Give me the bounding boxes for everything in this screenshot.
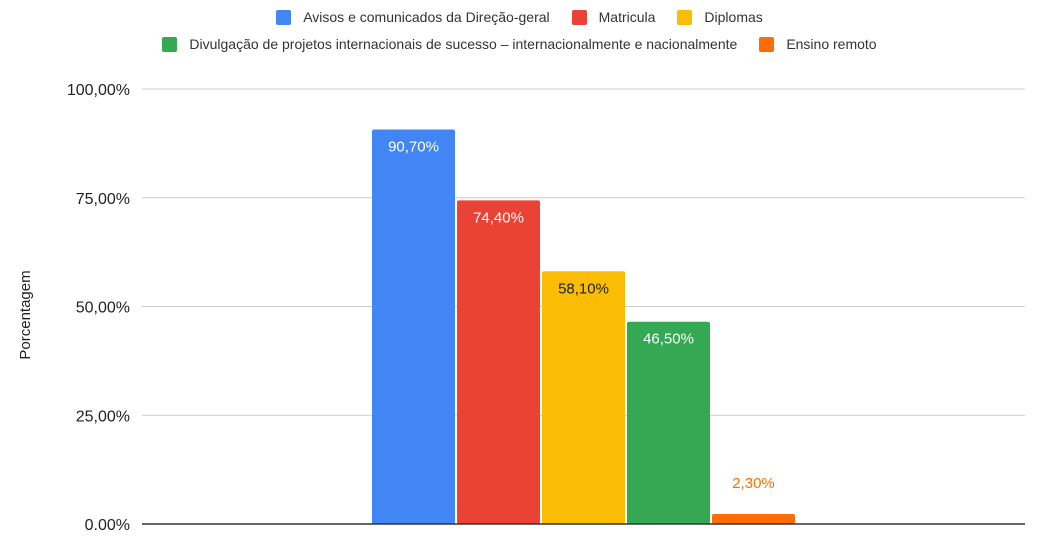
legend-item-avisos[interactable]: Avisos e comunicados da Direção-geral — [276, 9, 550, 25]
legend-swatch-divulgacao — [162, 36, 178, 52]
y-tick-label: 25,00% — [76, 408, 130, 425]
legend-item-matricula[interactable]: Matricula — [571, 9, 656, 25]
legend-item-diplomas[interactable]: Diplomas — [677, 9, 763, 25]
bar-matricula[interactable] — [457, 200, 540, 525]
legend-swatch-ensino-remoto — [759, 36, 775, 52]
legend-row-1: Avisos e comunicados da Direção-geral Ma… — [0, 9, 1039, 25]
bar-ensino-remoto[interactable] — [712, 513, 795, 524]
legend-label-divulgacao: Divulgação de projetos internacionais de… — [189, 36, 738, 52]
data-label-ensino-remoto: 2,30% — [732, 475, 775, 492]
y-axis-title: Porcentagem — [17, 270, 34, 359]
legend-swatch-diplomas — [677, 9, 693, 25]
y-tick-label: 75,00% — [76, 191, 130, 208]
data-labels: 90,70% 74,40% 58,10% 46,50% 2,30% — [388, 138, 775, 492]
bar-divulgacao[interactable] — [627, 321, 710, 524]
legend-swatch-avisos — [276, 9, 292, 25]
legend-item-divulgacao[interactable]: Divulgação de projetos internacionais de… — [162, 36, 737, 52]
y-tick-label: 0.00% — [85, 517, 130, 534]
data-label-diplomas: 58,10% — [558, 280, 609, 297]
legend-row-2: Divulgação de projetos internacionais de… — [0, 36, 1039, 52]
bars — [372, 129, 795, 525]
y-tick-label: 50,00% — [76, 300, 130, 317]
legend-label-avisos: Avisos e comunicados da Direção-geral — [303, 9, 550, 25]
y-axis-ticks: 0.00% 25,00% 50,00% 75,00% 100,00% — [67, 82, 130, 534]
legend-item-ensino-remoto[interactable]: Ensino remoto — [759, 36, 877, 52]
bar-diplomas[interactable] — [542, 271, 625, 524]
data-label-divulgacao: 46,50% — [643, 331, 694, 348]
data-label-avisos: 90,70% — [388, 138, 439, 155]
legend-label-matricula: Matricula — [598, 9, 656, 25]
legend-label-diplomas: Diplomas — [704, 9, 763, 25]
legend-swatch-matricula — [571, 9, 587, 25]
data-label-matricula: 74,40% — [473, 209, 524, 226]
legend-label-ensino-remoto: Ensino remoto — [786, 36, 877, 52]
bar-avisos[interactable] — [372, 129, 455, 524]
y-tick-label: 100,00% — [67, 82, 130, 99]
